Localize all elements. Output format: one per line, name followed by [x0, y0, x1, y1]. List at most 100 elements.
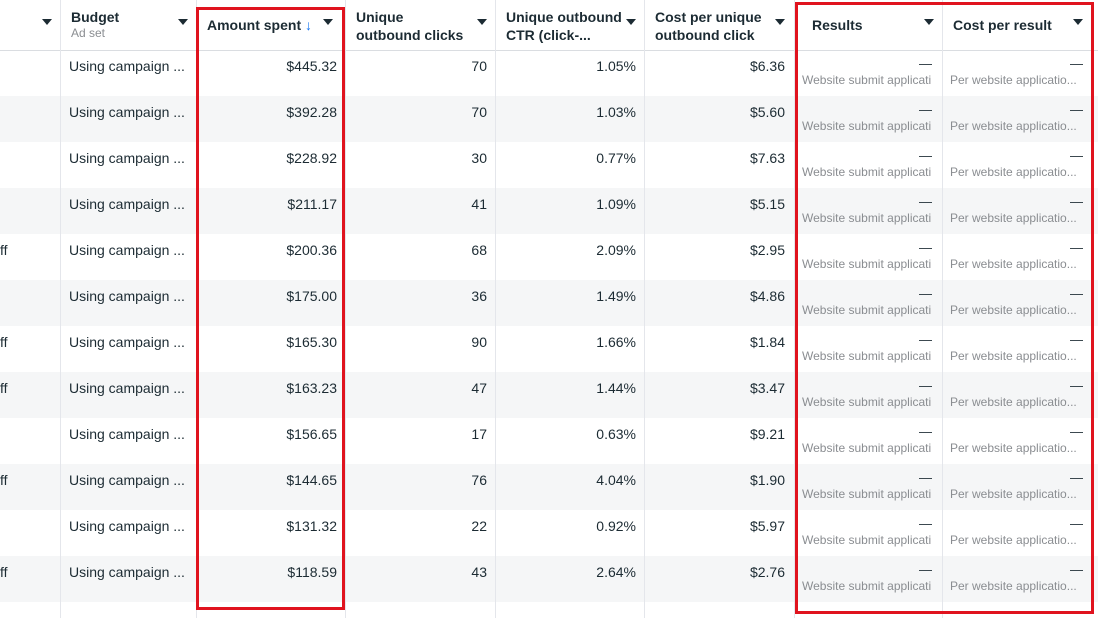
column-header-unique-outbound-ctr[interactable]: Unique outbound CTR (click-...: [496, 0, 644, 50]
row-partial-cell: [0, 280, 60, 326]
chevron-down-icon[interactable]: [775, 19, 785, 25]
amount-spent-cell: $131.32: [286, 518, 337, 534]
chevron-down-icon[interactable]: [178, 19, 188, 25]
cost-per-result-value: —: [1070, 56, 1083, 71]
column-header-cost-per-unique-outbound-click[interactable]: Cost per unique outbound click: [645, 0, 793, 50]
table-row[interactable]: Using campaign ... $392.28 70 1.03% $5.60 — We…: [0, 96, 1098, 142]
row-partial-cell: ff: [0, 380, 8, 396]
unique-outbound-ctr-cell: 0.63%: [596, 426, 636, 442]
table-row[interactable]: Using campaign ... $445.32 70 1.05% $6.36 — We…: [0, 50, 1098, 96]
column-header-results[interactable]: Results: [802, 0, 942, 50]
row-partial-cell: ff: [0, 242, 8, 258]
results-header-label: Results: [812, 17, 863, 33]
column-header-amount-spent[interactable]: Amount spent ↓: [197, 0, 345, 50]
unique-outbound-ctr-cell: 4.04%: [596, 472, 636, 488]
cost-per-result-type-label: Per website applicatio...: [950, 533, 1077, 547]
amount-spent-cell: $163.23: [286, 380, 337, 396]
unique-outbound-clicks-cell: 76: [471, 472, 487, 488]
unique-outbound-ctr-cell: 1.09%: [596, 196, 636, 212]
budget-cell: Using campaign ...: [69, 334, 185, 350]
results-cell: — Website submit applicati: [795, 96, 942, 142]
row-partial-cell: [0, 142, 60, 188]
chevron-down-icon[interactable]: [626, 19, 636, 25]
cost-per-result-value: —: [1070, 516, 1083, 531]
results-value: —: [919, 562, 932, 577]
results-value: —: [919, 194, 932, 209]
unique-outbound-ctr-cell: 0.77%: [596, 150, 636, 166]
cpc-header-line1: Cost per unique: [655, 9, 762, 25]
column-header-unique-outbound-clicks[interactable]: Unique outbound clicks: [346, 0, 495, 50]
cost-per-result-type-label: Per website applicatio...: [950, 303, 1077, 317]
cost-per-result-type-label: Per website applicatio...: [950, 119, 1077, 133]
amount-spent-cell: $165.30: [286, 334, 337, 350]
cost-per-result-type-label: Per website applicatio...: [950, 395, 1077, 409]
cost-per-unique-outbound-click-cell: $4.86: [749, 288, 785, 304]
cost-per-result-cell: — Per website applicatio...: [943, 50, 1093, 96]
row-partial-cell: [0, 50, 60, 96]
results-value: —: [919, 470, 932, 485]
row-partial-cell: [0, 418, 60, 464]
ctr-header-line2: CTR (click-...: [506, 27, 591, 43]
table-row[interactable]: ff Using campaign ... $144.65 76 4.04% $1.90 —…: [0, 464, 1098, 510]
table-row[interactable]: Using campaign ... $131.32 22 0.92% $5.97 — We…: [0, 510, 1098, 556]
chevron-down-icon[interactable]: [1073, 19, 1083, 25]
row-partial-cell: [0, 188, 60, 234]
chevron-down-icon[interactable]: [42, 19, 52, 25]
chevron-down-icon[interactable]: [924, 19, 934, 25]
column-header-partial[interactable]: [0, 0, 60, 50]
budget-header-label: Budget: [71, 9, 120, 25]
cost-per-unique-outbound-click-cell: $5.60: [749, 104, 785, 120]
table-row[interactable]: ff Using campaign ... $163.23 47 1.44% $3.47 —…: [0, 372, 1098, 418]
sort-descending-icon[interactable]: ↓: [305, 17, 312, 33]
results-type-label: Website submit applicati: [802, 349, 932, 363]
amount-spent-cell: $118.59: [287, 564, 337, 580]
results-type-label: Website submit applicati: [802, 119, 932, 133]
results-type-label: Website submit applicati: [802, 257, 932, 271]
results-value: —: [919, 424, 932, 439]
table-row[interactable]: Using campaign ... $228.92 30 0.77% $7.63 — We…: [0, 142, 1098, 188]
column-divider: [942, 0, 943, 618]
column-header-cost-per-result[interactable]: Cost per result: [943, 0, 1091, 50]
cost-per-result-cell: — Per website applicatio...: [943, 510, 1093, 556]
unique-outbound-clicks-cell: 17: [471, 426, 487, 442]
results-type-label: Website submit applicati: [802, 303, 932, 317]
results-type-label: Website submit applicati: [802, 533, 932, 547]
unique-outbound-clicks-cell: 68: [471, 242, 487, 258]
unique-outbound-ctr-cell: 2.09%: [596, 242, 636, 258]
results-cell: — Website submit applicati: [795, 418, 942, 464]
column-header-budget[interactable]: Budget Ad set: [61, 0, 196, 50]
row-partial-cell: [0, 96, 60, 142]
table-header: Budget Ad set Amount spent ↓ Unique outb…: [0, 0, 1098, 51]
column-divider: [60, 0, 61, 618]
chevron-down-icon[interactable]: [323, 19, 333, 25]
results-cell: — Website submit applicati: [795, 142, 942, 188]
cost-per-result-type-label: Per website applicatio...: [950, 73, 1077, 87]
budget-cell: Using campaign ...: [69, 518, 185, 534]
unique-outbound-clicks-cell: 90: [471, 334, 487, 350]
clicks-header-line2: outbound clicks: [356, 27, 464, 43]
cost-per-unique-outbound-click-cell: $7.63: [749, 150, 785, 166]
unique-outbound-ctr-cell: 1.03%: [596, 104, 636, 120]
budget-cell: Using campaign ...: [69, 564, 185, 580]
cost-per-unique-outbound-click-cell: $9.21: [749, 426, 785, 442]
table-row[interactable]: Using campaign ... $211.17 41 1.09% $5.15 — We…: [0, 188, 1098, 234]
chevron-down-icon[interactable]: [477, 19, 487, 25]
results-value: —: [919, 102, 932, 117]
table-row[interactable]: ff Using campaign ... $118.59 43 2.64% $2.76 —…: [0, 556, 1098, 602]
results-type-label: Website submit applicati: [802, 395, 932, 409]
table-row[interactable]: ff Using campaign ... $200.36 68 2.09% $2.95 —…: [0, 234, 1098, 280]
results-cell: — Website submit applicati: [795, 234, 942, 280]
results-value: —: [919, 332, 932, 347]
table-row[interactable]: ff Using campaign ... $165.30 90 1.66% $1.84 —…: [0, 326, 1098, 372]
budget-cell: Using campaign ...: [69, 58, 185, 74]
unique-outbound-clicks-cell: 36: [471, 288, 487, 304]
cost-per-unique-outbound-click-cell: $5.15: [749, 196, 785, 212]
cost-per-result-type-label: Per website applicatio...: [950, 211, 1077, 225]
column-divider: [794, 0, 795, 618]
amount-spent-header-label: Amount spent: [207, 17, 302, 33]
table-row[interactable]: Using campaign ... $156.65 17 0.63% $9.21 — We…: [0, 418, 1098, 464]
results-cell: — Website submit applicati: [795, 50, 942, 96]
unique-outbound-ctr-cell: 2.64%: [596, 564, 636, 580]
table-row[interactable]: Using campaign ... $175.00 36 1.49% $4.86 — We…: [0, 280, 1098, 326]
unique-outbound-clicks-cell: 30: [471, 150, 487, 166]
